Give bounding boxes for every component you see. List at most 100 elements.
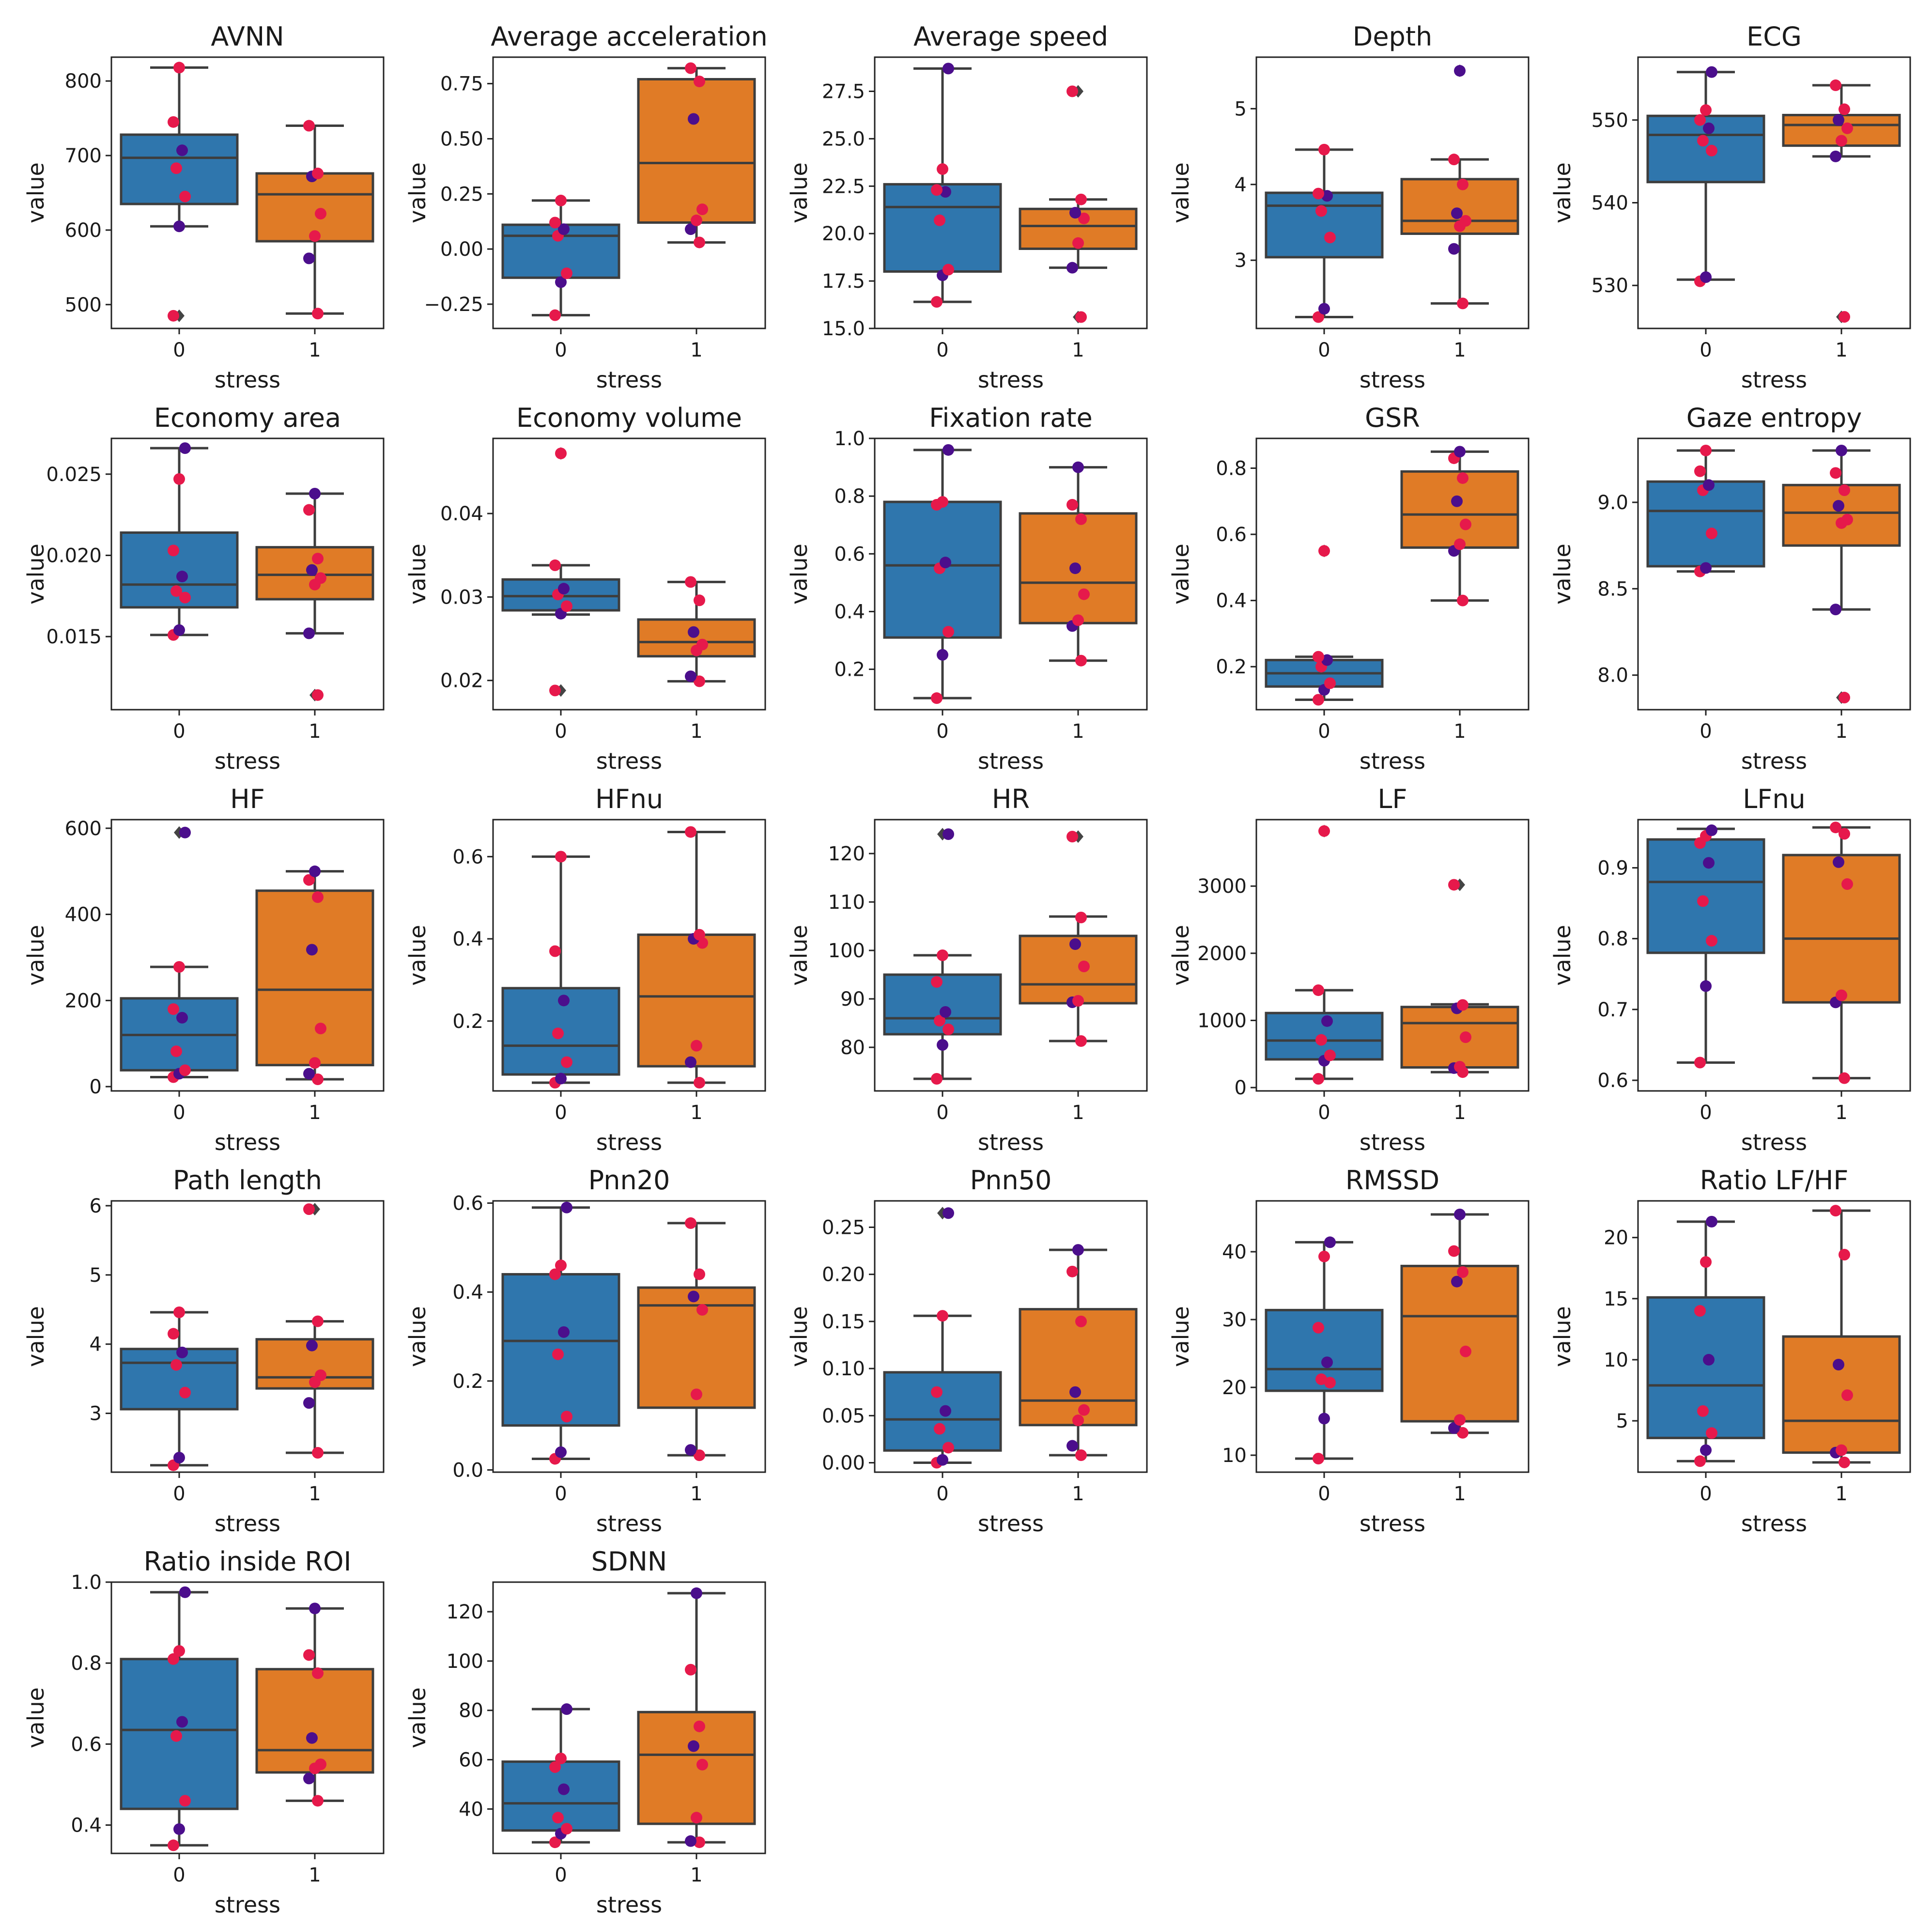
subplot-title: HR — [992, 784, 1030, 814]
subplot-lfnu: LFnu 0.6 0.7 0.8 0.9 0 1 stress value — [1549, 784, 1911, 1155]
data-point — [309, 1602, 321, 1615]
data-point — [552, 1027, 564, 1040]
data-point — [1313, 187, 1324, 200]
data-point — [176, 144, 188, 156]
data-point — [1839, 1072, 1850, 1084]
axes-frame — [1637, 56, 1911, 329]
data-point — [303, 874, 315, 886]
data-point — [315, 1369, 326, 1381]
data-point — [1836, 135, 1847, 147]
data-point — [1457, 297, 1468, 310]
y-tick-label: 0.6 — [1597, 1070, 1628, 1092]
y-tick-label: 3 — [90, 1403, 102, 1425]
box-group-1 — [1400, 1213, 1519, 1434]
x-axis-label: stress — [1741, 1129, 1807, 1155]
y-tick-label: 0.04 — [440, 503, 483, 525]
data-point — [1075, 311, 1087, 323]
data-point — [1324, 1049, 1336, 1061]
y-tick-label: 0.15 — [822, 1311, 865, 1333]
data-point — [931, 296, 943, 308]
box-group-1 — [1400, 878, 1519, 1073]
x-tick-label: 0 — [173, 1864, 185, 1886]
data-point — [937, 163, 948, 175]
x-axis-label: stress — [596, 1892, 662, 1918]
subplot-title: HFnu — [595, 784, 663, 814]
data-point — [303, 627, 315, 639]
y-axis-label: value — [786, 925, 812, 986]
data-point — [179, 1795, 191, 1807]
y-tick-label: 0.20 — [822, 1264, 865, 1286]
data-point — [1318, 545, 1330, 557]
y-tick-label: 530 — [1592, 275, 1628, 297]
data-point — [943, 626, 954, 638]
y-tick-label: 10 — [1222, 1445, 1247, 1467]
box-group-1 — [1782, 1209, 1901, 1464]
data-point — [1839, 1248, 1850, 1260]
data-point — [561, 1823, 572, 1835]
y-tick-label: 100 — [828, 940, 865, 962]
data-point — [549, 684, 561, 697]
x-axis-label: stress — [215, 748, 280, 774]
data-point — [1460, 1345, 1471, 1357]
data-point — [173, 1823, 185, 1835]
data-point — [555, 1753, 567, 1764]
data-point — [1069, 938, 1081, 950]
x-axis-label: stress — [978, 1510, 1044, 1537]
data-point — [685, 670, 696, 683]
data-point — [315, 1023, 326, 1035]
data-point — [1700, 104, 1712, 116]
data-point — [937, 1310, 948, 1322]
y-tick-label: 30 — [1222, 1309, 1247, 1331]
data-point — [179, 1386, 191, 1399]
data-point — [173, 624, 185, 636]
y-axis-label: value — [1168, 544, 1194, 605]
data-point — [1454, 1061, 1466, 1073]
data-point — [1460, 215, 1471, 227]
y-tick-label: 2000 — [1197, 943, 1247, 965]
y-tick-label: 0.2 — [452, 1011, 483, 1033]
data-point — [931, 976, 943, 988]
data-point — [1706, 1427, 1717, 1439]
data-point — [1836, 1444, 1847, 1456]
data-point — [1833, 1359, 1844, 1371]
y-tick-label: 0.00 — [822, 1452, 865, 1475]
data-point — [694, 675, 705, 687]
box-group-0 — [883, 449, 1002, 700]
data-point — [312, 308, 324, 320]
x-tick-label: 0 — [173, 720, 185, 743]
axes-frame — [1255, 819, 1530, 1092]
y-tick-label: 8.5 — [1597, 578, 1628, 600]
data-point — [312, 1667, 324, 1679]
data-point — [1830, 467, 1841, 479]
data-point — [1694, 1455, 1706, 1467]
data-point — [309, 230, 321, 242]
axes-frame — [110, 1581, 385, 1854]
x-axis-label: stress — [978, 1129, 1044, 1155]
axes-frame — [110, 437, 385, 711]
data-point — [549, 1761, 561, 1773]
axes-frame — [1637, 819, 1911, 1092]
data-point — [179, 826, 191, 839]
subplot-gaze-entropy: Gaze entropy 8.0 8.5 9.0 0 1 stress value — [1549, 403, 1911, 774]
data-point — [555, 1446, 567, 1458]
axes-frame — [874, 1200, 1148, 1473]
data-point — [1313, 311, 1324, 323]
data-point — [1078, 1404, 1090, 1416]
x-tick-label: 0 — [555, 1102, 567, 1124]
box-iqr — [1400, 1264, 1519, 1423]
box-iqr — [1646, 1296, 1765, 1439]
y-tick-label: 10 — [1604, 1349, 1628, 1371]
data-point — [1706, 66, 1717, 78]
data-point — [1072, 995, 1084, 1007]
data-point — [303, 252, 315, 264]
box-iqr — [1782, 1335, 1901, 1454]
data-point — [1833, 856, 1844, 868]
data-point — [1706, 1215, 1717, 1228]
data-point — [685, 1664, 696, 1676]
data-point — [1313, 694, 1324, 706]
axes-frame — [874, 437, 1148, 711]
y-tick-label: 0.2 — [1216, 656, 1247, 678]
subplot-hfnu: HFnu 0.2 0.4 0.6 0 1 stress value — [404, 784, 766, 1155]
x-tick-label: 0 — [936, 720, 948, 743]
x-tick-label: 1 — [1453, 720, 1466, 743]
